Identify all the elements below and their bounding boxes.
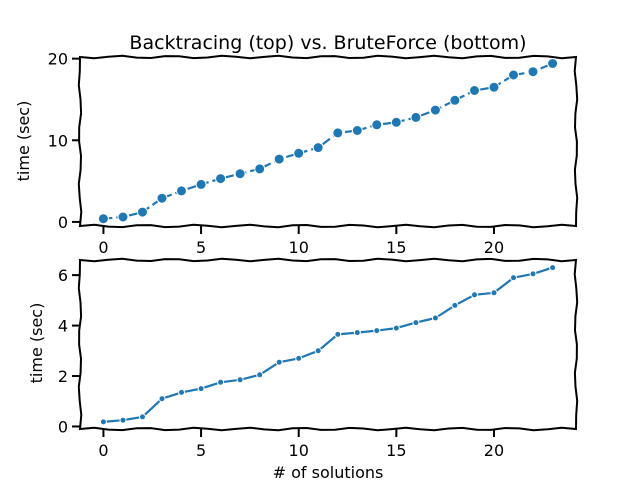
top-y-axis-label: time (sec): [14, 101, 33, 182]
bottom-series-line: [103, 266, 553, 423]
top-data-point: [449, 94, 461, 106]
bottom-y-tick-label: 6: [58, 266, 68, 285]
top-data-point: [527, 66, 539, 78]
bottom-data-point: [275, 358, 283, 366]
bottom-data-point: [217, 378, 225, 386]
top-data-point: [273, 153, 285, 165]
top-y-tick-label: 20: [48, 50, 68, 69]
bottom-data-point: [334, 330, 342, 338]
bottom-data-point: [139, 413, 146, 421]
top-data-point: [234, 168, 246, 180]
bottom-data-point: [392, 324, 400, 332]
bottom-data-point: [158, 395, 166, 403]
top-data-point: [97, 213, 109, 225]
top-data-point: [312, 142, 324, 154]
bottom-data-point: [295, 354, 303, 362]
top-data-point: [429, 104, 441, 116]
bottom-data-point: [99, 418, 107, 426]
top-data-point: [390, 116, 402, 128]
bottom-data-point: [490, 289, 498, 297]
bottom-y-tick-label: 2: [58, 367, 68, 386]
top-y-tick-label: 0: [58, 213, 68, 232]
bottom-x-tick-label: 0: [98, 441, 108, 460]
top-data-point: [488, 81, 500, 93]
top-data-point: [508, 69, 519, 81]
top-x-tick-label: 15: [386, 238, 406, 257]
bottom-data-point: [412, 319, 420, 327]
bottom-data-point: [529, 270, 537, 278]
bottom-panel: 0 2 4 6 0 5 10 15 20: [58, 257, 579, 460]
bottom-data-point: [471, 291, 478, 299]
bottom-data-point: [451, 301, 459, 309]
bottom-x-tick-label: 15: [386, 441, 406, 460]
top-x-tick-label: 20: [484, 238, 504, 257]
top-data-point: [371, 119, 383, 131]
bottom-y-axis-label: time (sec): [27, 303, 46, 384]
top-data-point: [195, 178, 207, 190]
top-data-point: [156, 192, 168, 204]
bottom-data-point: [314, 347, 322, 355]
top-data-point: [547, 58, 559, 69]
top-data-point: [293, 147, 305, 159]
bottom-data-point: [236, 376, 244, 384]
bottom-x-tick-label: 5: [196, 441, 206, 460]
bottom-data-point: [510, 274, 517, 282]
bottom-data-point: [256, 371, 264, 379]
bottom-data-point: [178, 388, 185, 396]
top-data-point: [254, 163, 266, 175]
chart-title: Backtracing (top) vs. BruteForce (bottom…: [129, 32, 526, 54]
top-data-point: [117, 211, 129, 223]
top-x-tick-label: 0: [98, 238, 108, 257]
x-axis-label: # of solutions: [273, 463, 384, 480]
top-data-point: [410, 111, 422, 123]
top-panel: 0 10 20 0 5 10 15 20: [48, 50, 579, 257]
bottom-data-point: [431, 314, 439, 322]
top-data-point: [215, 173, 227, 185]
top-plot-frame: [77, 54, 579, 229]
top-y-tick-label: 10: [48, 131, 68, 150]
bottom-x-tick-label: 20: [484, 441, 504, 460]
bottom-data-point: [353, 329, 361, 337]
top-x-tick-label: 10: [289, 238, 309, 257]
top-data-point: [469, 85, 480, 96]
bottom-data-point: [119, 416, 127, 424]
top-data-point: [351, 125, 363, 136]
top-data-point: [332, 127, 344, 139]
bottom-y-tick-label: 0: [58, 417, 68, 436]
bottom-plot-frame: [77, 257, 579, 432]
top-data-point: [137, 206, 148, 218]
bottom-data-point: [373, 327, 381, 335]
top-x-tick-label: 5: [196, 238, 206, 257]
bottom-data-point: [197, 385, 205, 393]
top-series-line: [103, 62, 554, 220]
bottom-data-point: [549, 264, 557, 272]
bottom-y-tick-label: 4: [58, 317, 68, 336]
top-data-point: [176, 185, 187, 197]
bottom-x-tick-label: 10: [289, 441, 309, 460]
